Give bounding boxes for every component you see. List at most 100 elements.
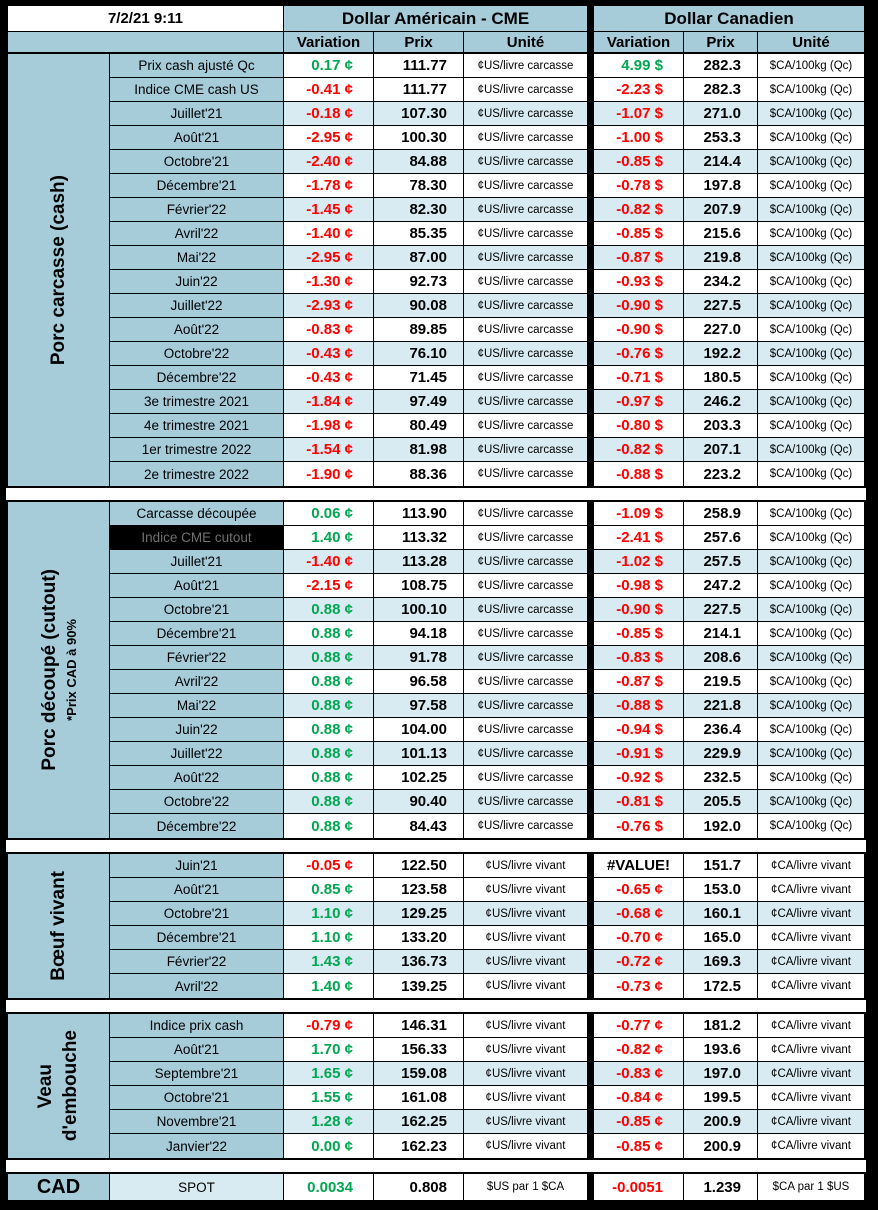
row-label-cell[interactable]: Septembre'21 [110, 1062, 284, 1086]
row-label-cell[interactable]: Mai'22 [110, 694, 284, 718]
us-unit-cell[interactable]: ¢US/livre carcasse [464, 294, 588, 318]
us-variation-cell[interactable]: -2.15 ¢ [284, 574, 374, 598]
row-label-cell[interactable]: Décembre'22 [110, 814, 284, 838]
us-unit-cell[interactable]: ¢US/livre carcasse [464, 342, 588, 366]
row-label-cell[interactable]: Avril'22 [110, 670, 284, 694]
us-price-cell[interactable]: 129.25 [374, 902, 464, 926]
us-variation-cell[interactable]: -1.45 ¢ [284, 198, 374, 222]
row-label-cell[interactable]: Juillet'21 [110, 102, 284, 126]
ca-price-cell[interactable]: 215.6 [684, 222, 758, 246]
ca-variation-cell[interactable]: -0.71 $ [594, 366, 684, 390]
ca-unit-cell[interactable]: $CA/100kg (Qc) [758, 598, 864, 622]
us-unit-cell[interactable]: ¢US/livre carcasse [464, 742, 588, 766]
us-unit-cell[interactable]: ¢US/livre carcasse [464, 270, 588, 294]
us-price-cell[interactable]: 113.90 [374, 502, 464, 526]
us-price-cell[interactable]: 87.00 [374, 246, 464, 270]
us-unit-cell[interactable]: ¢US/livre vivant [464, 1086, 588, 1110]
ca-variation-cell[interactable]: -0.76 $ [594, 814, 684, 838]
ca-variation-cell[interactable]: -0.87 $ [594, 246, 684, 270]
ca-price-cell[interactable]: 232.5 [684, 766, 758, 790]
ca-variation-cell[interactable]: -1.02 $ [594, 550, 684, 574]
us-variation-cell[interactable]: 0.88 ¢ [284, 622, 374, 646]
row-label-cell[interactable]: Novembre'21 [110, 1110, 284, 1134]
ca-price-cell[interactable]: 257.5 [684, 550, 758, 574]
us-unit-cell[interactable]: ¢US/livre carcasse [464, 462, 588, 486]
ca-variation-cell[interactable]: -0.82 $ [594, 438, 684, 462]
us-variation-cell[interactable]: -0.05 ¢ [284, 854, 374, 878]
ca-price-cell[interactable]: 282.3 [684, 54, 758, 78]
us-variation-cell[interactable]: -1.98 ¢ [284, 414, 374, 438]
us-unit-cell[interactable]: ¢US/livre vivant [464, 926, 588, 950]
us-variation-cell[interactable]: -1.40 ¢ [284, 550, 374, 574]
us-unit-cell[interactable]: ¢US/livre vivant [464, 1110, 588, 1134]
ca-variation-cell[interactable]: -0.76 $ [594, 342, 684, 366]
us-price-cell[interactable]: 162.25 [374, 1110, 464, 1134]
ca-variation-cell[interactable]: -0.90 $ [594, 294, 684, 318]
us-variation-cell[interactable]: -1.30 ¢ [284, 270, 374, 294]
ca-unit-cell[interactable]: ¢CA/livre vivant [758, 1062, 864, 1086]
us-unit-cell[interactable]: ¢US/livre vivant [464, 854, 588, 878]
row-label-cell[interactable]: Octobre'21 [110, 902, 284, 926]
ca-unit-cell[interactable]: $CA/100kg (Qc) [758, 78, 864, 102]
ca-unit-cell[interactable]: $CA/100kg (Qc) [758, 790, 864, 814]
section-label-cad[interactable]: CAD [8, 1174, 110, 1200]
us-unit-cell[interactable]: ¢US/livre carcasse [464, 126, 588, 150]
row-label-cell[interactable]: 2e trimestre 2022 [110, 462, 284, 486]
ca-price-cell[interactable]: 199.5 [684, 1086, 758, 1110]
ca-unit-cell[interactable]: $CA/100kg (Qc) [758, 270, 864, 294]
us-variation-cell[interactable]: -1.54 ¢ [284, 438, 374, 462]
us-unit-cell[interactable]: ¢US/livre carcasse [464, 102, 588, 126]
us-unit-cell[interactable]: ¢US/livre vivant [464, 1038, 588, 1062]
us-variation-cell[interactable]: 0.00 ¢ [284, 1134, 374, 1158]
row-label-cell[interactable]: 3e trimestre 2021 [110, 390, 284, 414]
ca-variation-cell[interactable]: -0.65 ¢ [594, 878, 684, 902]
us-unit-cell[interactable]: ¢US/livre vivant [464, 878, 588, 902]
ca-price-cell[interactable]: 169.3 [684, 950, 758, 974]
row-label-cell[interactable]: Indice CME cash US [110, 78, 284, 102]
us-unit-cell[interactable]: $US par 1 $CA [464, 1174, 588, 1200]
ca-variation-cell[interactable]: -0.68 ¢ [594, 902, 684, 926]
us-variation-cell[interactable]: -0.83 ¢ [284, 318, 374, 342]
ca-variation-cell[interactable]: -0.82 $ [594, 198, 684, 222]
us-price-cell[interactable]: 159.08 [374, 1062, 464, 1086]
us-price-cell[interactable]: 104.00 [374, 718, 464, 742]
ca-unit-cell[interactable]: $CA/100kg (Qc) [758, 54, 864, 78]
ca-price-cell[interactable]: 160.1 [684, 902, 758, 926]
us-price-cell[interactable]: 81.98 [374, 438, 464, 462]
ca-price-cell[interactable]: 180.5 [684, 366, 758, 390]
ca-unit-cell[interactable]: ¢CA/livre vivant [758, 1038, 864, 1062]
ca-variation-cell[interactable]: -0.90 $ [594, 598, 684, 622]
us-price-cell[interactable]: 90.40 [374, 790, 464, 814]
us-variation-cell[interactable]: 0.88 ¢ [284, 766, 374, 790]
us-price-cell[interactable]: 122.50 [374, 854, 464, 878]
row-label-cell[interactable]: Juin'22 [110, 270, 284, 294]
us-variation-cell[interactable]: -1.40 ¢ [284, 222, 374, 246]
us-variation-cell[interactable]: 1.40 ¢ [284, 974, 374, 998]
ca-variation-cell[interactable]: -0.88 $ [594, 694, 684, 718]
ca-variation-cell[interactable]: -0.92 $ [594, 766, 684, 790]
ca-unit-cell[interactable]: $CA/100kg (Qc) [758, 102, 864, 126]
us-price-cell[interactable]: 89.85 [374, 318, 464, 342]
us-price-cell[interactable]: 97.58 [374, 694, 464, 718]
us-variation-cell[interactable]: 1.10 ¢ [284, 902, 374, 926]
ca-unit-cell[interactable]: $CA/100kg (Qc) [769, 468, 853, 480]
ca-price-cell[interactable]: 207.1 [684, 438, 758, 462]
ca-price-cell[interactable]: 200.9 [684, 1110, 758, 1134]
ca-unit-cell[interactable]: $CA/100kg (Qc) [758, 294, 864, 318]
us-price-cell[interactable]: 108.75 [374, 574, 464, 598]
ca-unit-cell[interactable]: ¢CA/livre vivant [758, 1086, 864, 1110]
ca-variation-cell[interactable]: #VALUE! [594, 854, 684, 878]
us-unit-cell[interactable]: ¢US/livre carcasse [464, 318, 588, 342]
ca-price-cell[interactable]: 257.6 [684, 526, 758, 550]
ca-price-cell[interactable]: 193.6 [684, 1038, 758, 1062]
us-price-cell[interactable]: 111.77 [374, 54, 464, 78]
row-label-cell[interactable]: Octobre'22 [110, 790, 284, 814]
header-empty-cell[interactable] [8, 32, 284, 52]
row-label-cell[interactable]: Décembre'21 [110, 926, 284, 950]
us-variation-cell[interactable]: -1.78 ¢ [284, 174, 374, 198]
row-label-cell[interactable]: Avril'22 [110, 974, 284, 998]
us-price-cell[interactable]: 84.43 [374, 814, 464, 838]
ca-variation-cell[interactable]: -0.78 $ [594, 174, 684, 198]
row-label-cell[interactable]: Juillet'21 [110, 550, 284, 574]
ca-price-cell[interactable]: 271.0 [684, 102, 758, 126]
